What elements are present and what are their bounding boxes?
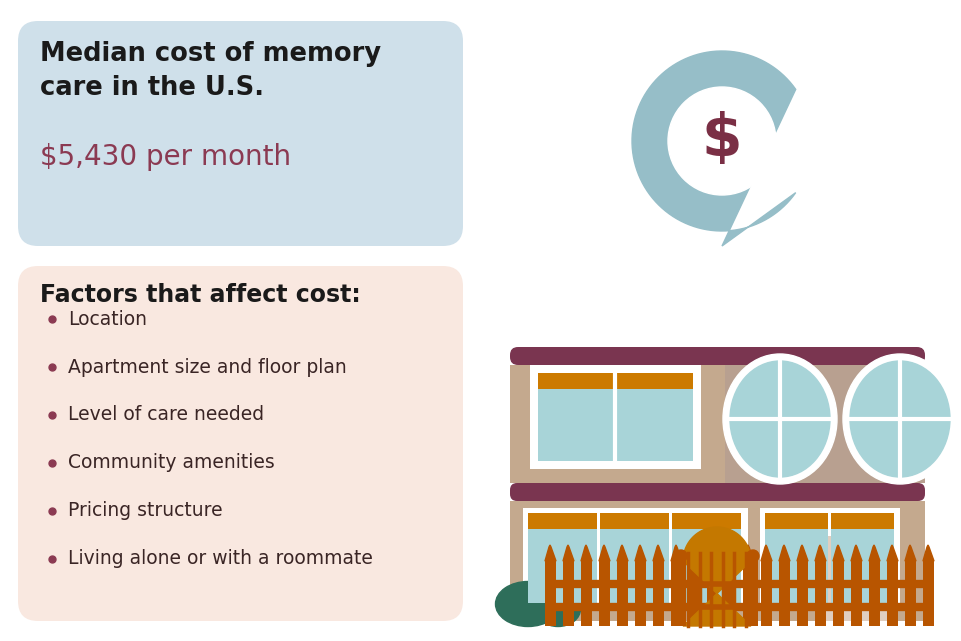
Polygon shape [797,545,808,561]
Ellipse shape [730,361,830,477]
Ellipse shape [850,361,950,477]
Text: $: $ [702,110,742,167]
Bar [635,561,646,626]
Bar [818,536,893,621]
Polygon shape [545,545,556,561]
Polygon shape [905,545,916,561]
Polygon shape [671,545,682,561]
Bar [563,561,574,626]
Bar [599,561,610,626]
Polygon shape [725,545,736,561]
Polygon shape [923,545,934,561]
Text: Level of care needed: Level of care needed [68,406,264,424]
Text: Community amenities: Community amenities [68,453,275,472]
Bar [725,561,736,626]
Bar [600,513,669,603]
Polygon shape [653,545,664,561]
Polygon shape [632,51,796,246]
Bar [672,513,741,603]
Bar [815,561,826,626]
Bar [530,365,701,469]
Text: $5,430 per month: $5,430 per month [40,143,291,171]
Polygon shape [683,527,751,626]
Text: Apartment size and floor plan: Apartment size and floor plan [68,358,347,376]
Polygon shape [851,545,862,561]
Bar [887,561,898,626]
Bar [869,561,880,626]
Text: Pricing structure: Pricing structure [68,501,223,520]
Polygon shape [869,545,880,561]
Polygon shape [707,545,718,561]
Bar [905,561,916,626]
Bar [765,513,828,529]
FancyBboxPatch shape [510,347,925,365]
Text: Median cost of memory
care in the U.S.: Median cost of memory care in the U.S. [40,41,381,101]
FancyBboxPatch shape [18,21,463,246]
Bar [725,365,925,483]
Bar [672,513,741,529]
Polygon shape [887,545,898,561]
Polygon shape [743,545,754,561]
Bar [689,561,700,626]
Bar [617,561,628,626]
Bar [707,561,718,626]
Polygon shape [581,545,592,561]
Bar [600,513,669,529]
Bar [653,561,664,626]
FancyBboxPatch shape [18,266,463,621]
Bar [761,561,772,626]
Bar [523,508,748,608]
Bar [538,373,693,389]
Circle shape [668,87,776,195]
Polygon shape [617,545,628,561]
Text: Factors that affect cost:: Factors that affect cost: [40,283,360,307]
Bar [760,508,900,608]
Bar [581,561,592,626]
Ellipse shape [496,581,560,626]
Text: Location: Location [68,310,147,328]
Polygon shape [779,545,790,561]
Bar [538,373,693,461]
Bar [748,556,758,626]
Bar [765,513,828,603]
Bar [833,561,844,626]
Polygon shape [689,545,700,561]
Bar [831,513,894,603]
Bar [923,561,934,626]
Polygon shape [599,545,610,561]
Polygon shape [635,545,646,561]
Polygon shape [833,545,844,561]
Circle shape [747,550,759,562]
Bar [671,561,682,626]
Ellipse shape [843,354,957,484]
Bar [831,513,894,529]
FancyBboxPatch shape [510,483,925,501]
Polygon shape [815,545,826,561]
Ellipse shape [723,354,837,484]
Polygon shape [563,545,574,561]
Circle shape [675,550,687,562]
Text: Living alone or with a roommate: Living alone or with a roommate [68,549,373,569]
Ellipse shape [535,592,580,626]
Bar [743,561,754,626]
Bar [676,556,686,626]
Bar [510,365,725,483]
Bar [851,561,862,626]
Bar [797,561,808,626]
Polygon shape [761,545,772,561]
Bar [779,561,790,626]
Bar [510,501,925,621]
Bar [528,513,597,529]
Bar [528,513,597,603]
Bar [545,561,556,626]
